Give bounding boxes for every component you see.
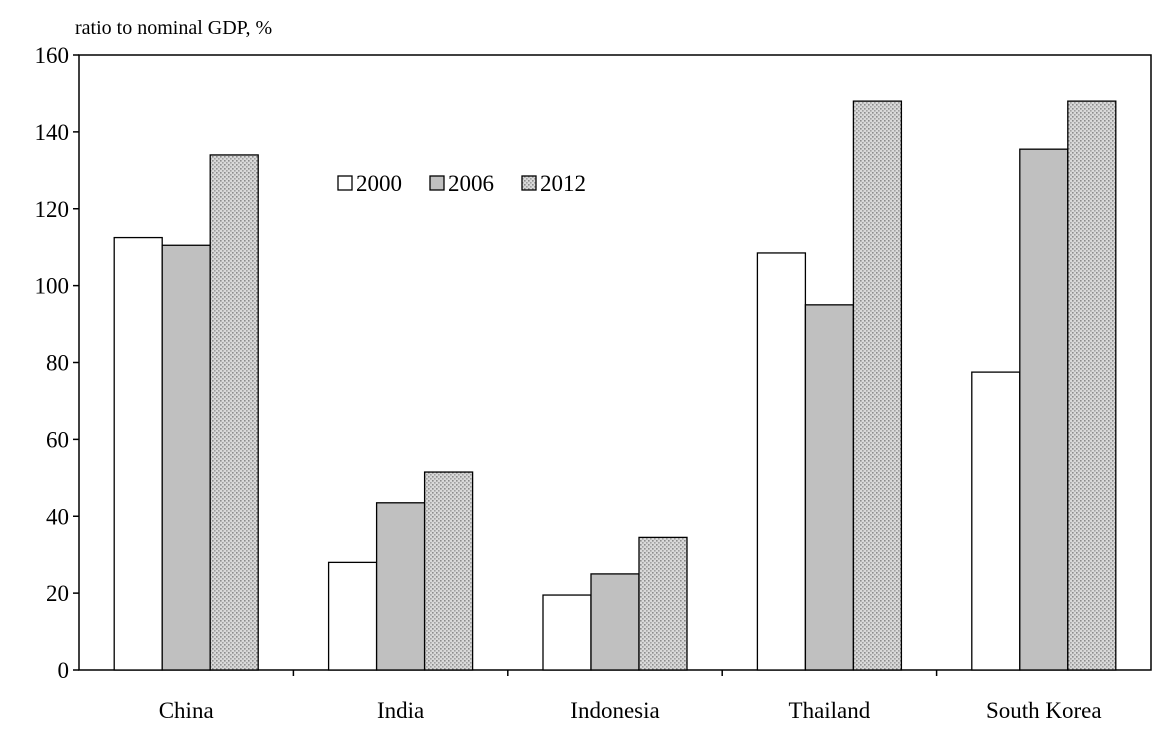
legend: 2000 2006 2012 [337,171,586,196]
bar-india-2012 [423,471,474,671]
y-tick-label: 160 [35,43,70,68]
bar-indonesia-2000 [542,594,592,671]
bar-thailand-2000 [756,252,807,671]
bar-china-2012 [209,154,259,671]
legend-swatch-2012 [521,175,537,191]
x-category-label: Indonesia [570,698,659,723]
bar-thailand-2006 [804,304,855,671]
y-tick-label: 60 [46,427,69,452]
legend-swatch-2000 [337,175,353,191]
bar-india-2006 [375,502,426,671]
legend-label: 2006 [448,171,494,196]
bar-south-korea-2006 [1019,148,1069,671]
bar-south-korea-2000 [971,371,1021,671]
bar-indonesia-2006 [590,573,640,671]
legend-label: 2012 [540,171,586,196]
y-tick-label: 0 [58,658,70,683]
bar-south-korea-2012 [1067,100,1117,671]
y-tick-label: 100 [35,274,70,299]
y-tick-label: 20 [46,581,69,606]
x-category-label: Thailand [789,698,871,723]
axes: 0 20 40 60 80 100 120 140 160 China India Indonesia… [35,43,1152,723]
legend-label: 2000 [356,171,402,196]
x-category-label: China [159,698,214,723]
x-category-label: South Korea [986,698,1102,723]
legend-swatch-2006 [429,175,445,191]
x-category-label: India [377,698,424,723]
bar-china-2000 [113,236,163,671]
y-tick-label: 40 [46,504,69,529]
bar-indonesia-2012 [638,536,688,671]
y-axis-label: ratio to nominal GDP, % [75,17,272,39]
bar-thailand-2012 [852,100,903,671]
y-tick-label: 80 [46,351,69,376]
y-tick-label: 120 [35,197,70,222]
bar-india-2000 [327,561,378,671]
y-tick-label: 140 [35,120,70,145]
bars [113,100,1117,671]
bar-china-2006 [161,244,211,671]
